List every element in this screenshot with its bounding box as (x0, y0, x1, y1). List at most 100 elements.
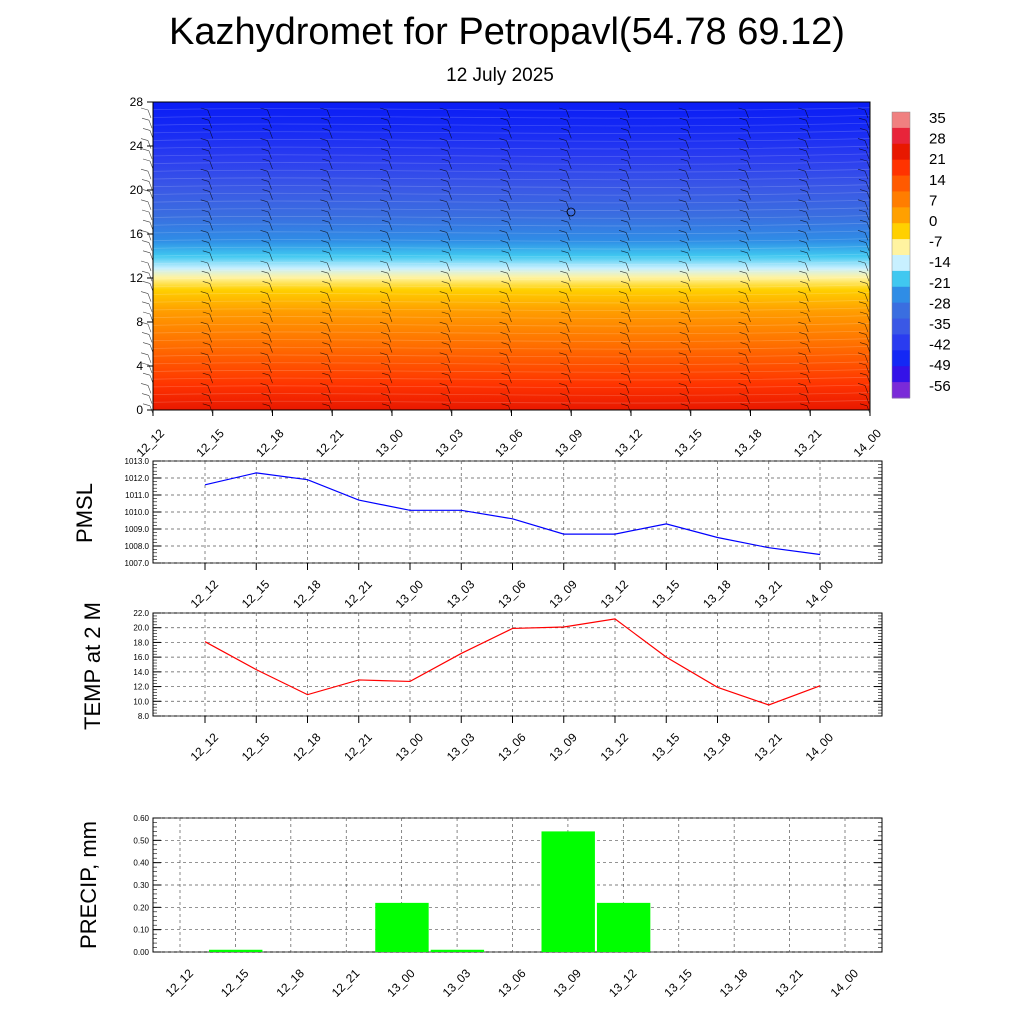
wind-barb (140, 107, 152, 119)
wind-barb (202, 342, 214, 353)
wind-barb (501, 342, 512, 353)
wind-barb (739, 179, 750, 190)
y-axis-label: TEMP at 2 M (80, 602, 105, 730)
wind-barb (380, 179, 392, 190)
x-tick-label: 13_15 (671, 426, 705, 460)
x-tick-label: 13_15 (661, 966, 695, 1000)
wind-barb (798, 352, 809, 363)
y-tick-label: 8 (136, 315, 143, 329)
wind-barb (261, 179, 272, 190)
wind-barb (262, 372, 273, 384)
wind-barb (320, 383, 331, 394)
wind-barb (798, 199, 809, 210)
y-tick-label: 0.00 (133, 948, 149, 957)
wind-barb (261, 362, 272, 374)
wind-barb (738, 138, 749, 149)
wind-barb (679, 393, 691, 404)
wind-barb (261, 209, 272, 221)
wind-barb (620, 311, 632, 323)
wind-barb (738, 168, 749, 180)
x-tick-label: 12_21 (313, 426, 347, 460)
wind-barb (858, 117, 870, 129)
x-tick-label: 12_18 (290, 730, 324, 764)
x-tick-label: 13_09 (551, 966, 585, 1000)
wind-barb (678, 291, 690, 302)
wind-barb (499, 383, 510, 394)
wind-barb (798, 138, 809, 149)
wind-barb (261, 393, 272, 404)
x-tick-label: 12_21 (341, 577, 375, 611)
wind-barb (620, 250, 632, 261)
wind-barb (441, 158, 453, 170)
pmsl-panel: 1007.0 1008.0 1009.0 1010.0 1011.0 1012.0 1013… (72, 457, 883, 611)
wind-barb (379, 383, 391, 394)
x-tick-label: 13_00 (373, 426, 407, 460)
colorbar-swatch (892, 112, 910, 129)
wind-barb (680, 128, 692, 139)
wind-barb (561, 372, 572, 384)
wind-barb (857, 138, 869, 149)
colorbar-label: 14 (929, 172, 946, 189)
wind-barb (439, 230, 451, 241)
wind-barb (799, 393, 810, 404)
wind-barb (320, 260, 331, 272)
wind-barb (322, 372, 333, 384)
wind-barb (260, 383, 271, 394)
colorbar-label: -49 (929, 357, 951, 374)
wind-barb (679, 332, 691, 343)
wind-barb (501, 372, 512, 384)
wind-barb (620, 128, 632, 139)
wind-barb (142, 219, 154, 231)
x-tick-label: 13_12 (606, 966, 640, 1000)
wind-barb (140, 321, 152, 333)
wind-barb (262, 311, 273, 323)
wind-barb (200, 321, 212, 333)
wind-barb (739, 117, 750, 129)
wind-barb (561, 189, 572, 200)
wind-barb (679, 148, 691, 159)
wind-barb (439, 138, 451, 149)
wind-barb (202, 219, 214, 231)
wind-barb (202, 128, 214, 139)
wind-barb (739, 240, 750, 251)
y-tick-label: 0 (136, 403, 143, 417)
wind-barb (500, 148, 511, 159)
wind-barb (322, 342, 333, 353)
wind-barb (260, 107, 271, 119)
wind-barb (680, 158, 692, 170)
wind-barb (858, 301, 870, 312)
chart-title: Kazhydromet for Petropavl(54.78 69.12) (169, 11, 845, 53)
contour-line (152, 168, 871, 173)
wind-barb (560, 332, 571, 343)
wind-barb (561, 219, 572, 231)
wind-barb (440, 393, 452, 404)
wind-barb (379, 260, 391, 272)
x-tick-label: 13_00 (393, 730, 427, 764)
wind-barb (142, 189, 154, 200)
y-tick-label: 0.30 (133, 881, 149, 890)
wind-barb (381, 342, 393, 353)
wind-barb (499, 168, 510, 180)
precip-bar (375, 902, 429, 952)
y-tick-label: 22.0 (133, 609, 149, 618)
wind-barb (858, 332, 870, 343)
x-tick-label: 13_09 (552, 426, 586, 460)
colorbar-swatch (892, 366, 910, 383)
heatmap-field (153, 102, 870, 410)
wind-barb (738, 352, 749, 363)
contour-line (152, 192, 871, 196)
wind-barb (379, 168, 391, 180)
wind-barb (858, 393, 870, 404)
wind-barb (618, 383, 630, 394)
wind-barb (857, 352, 869, 363)
wind-barb (200, 291, 212, 302)
wind-barb (738, 260, 749, 272)
x-tick-label: 12_12 (134, 426, 168, 460)
wind-barb (799, 270, 810, 282)
y-tick-label: 18.0 (133, 638, 149, 647)
wind-barb (858, 179, 870, 190)
wind-barb (739, 332, 750, 343)
x-tick-label: 13_06 (495, 577, 529, 611)
wind-barb (320, 352, 331, 363)
wind-barb (379, 321, 391, 333)
